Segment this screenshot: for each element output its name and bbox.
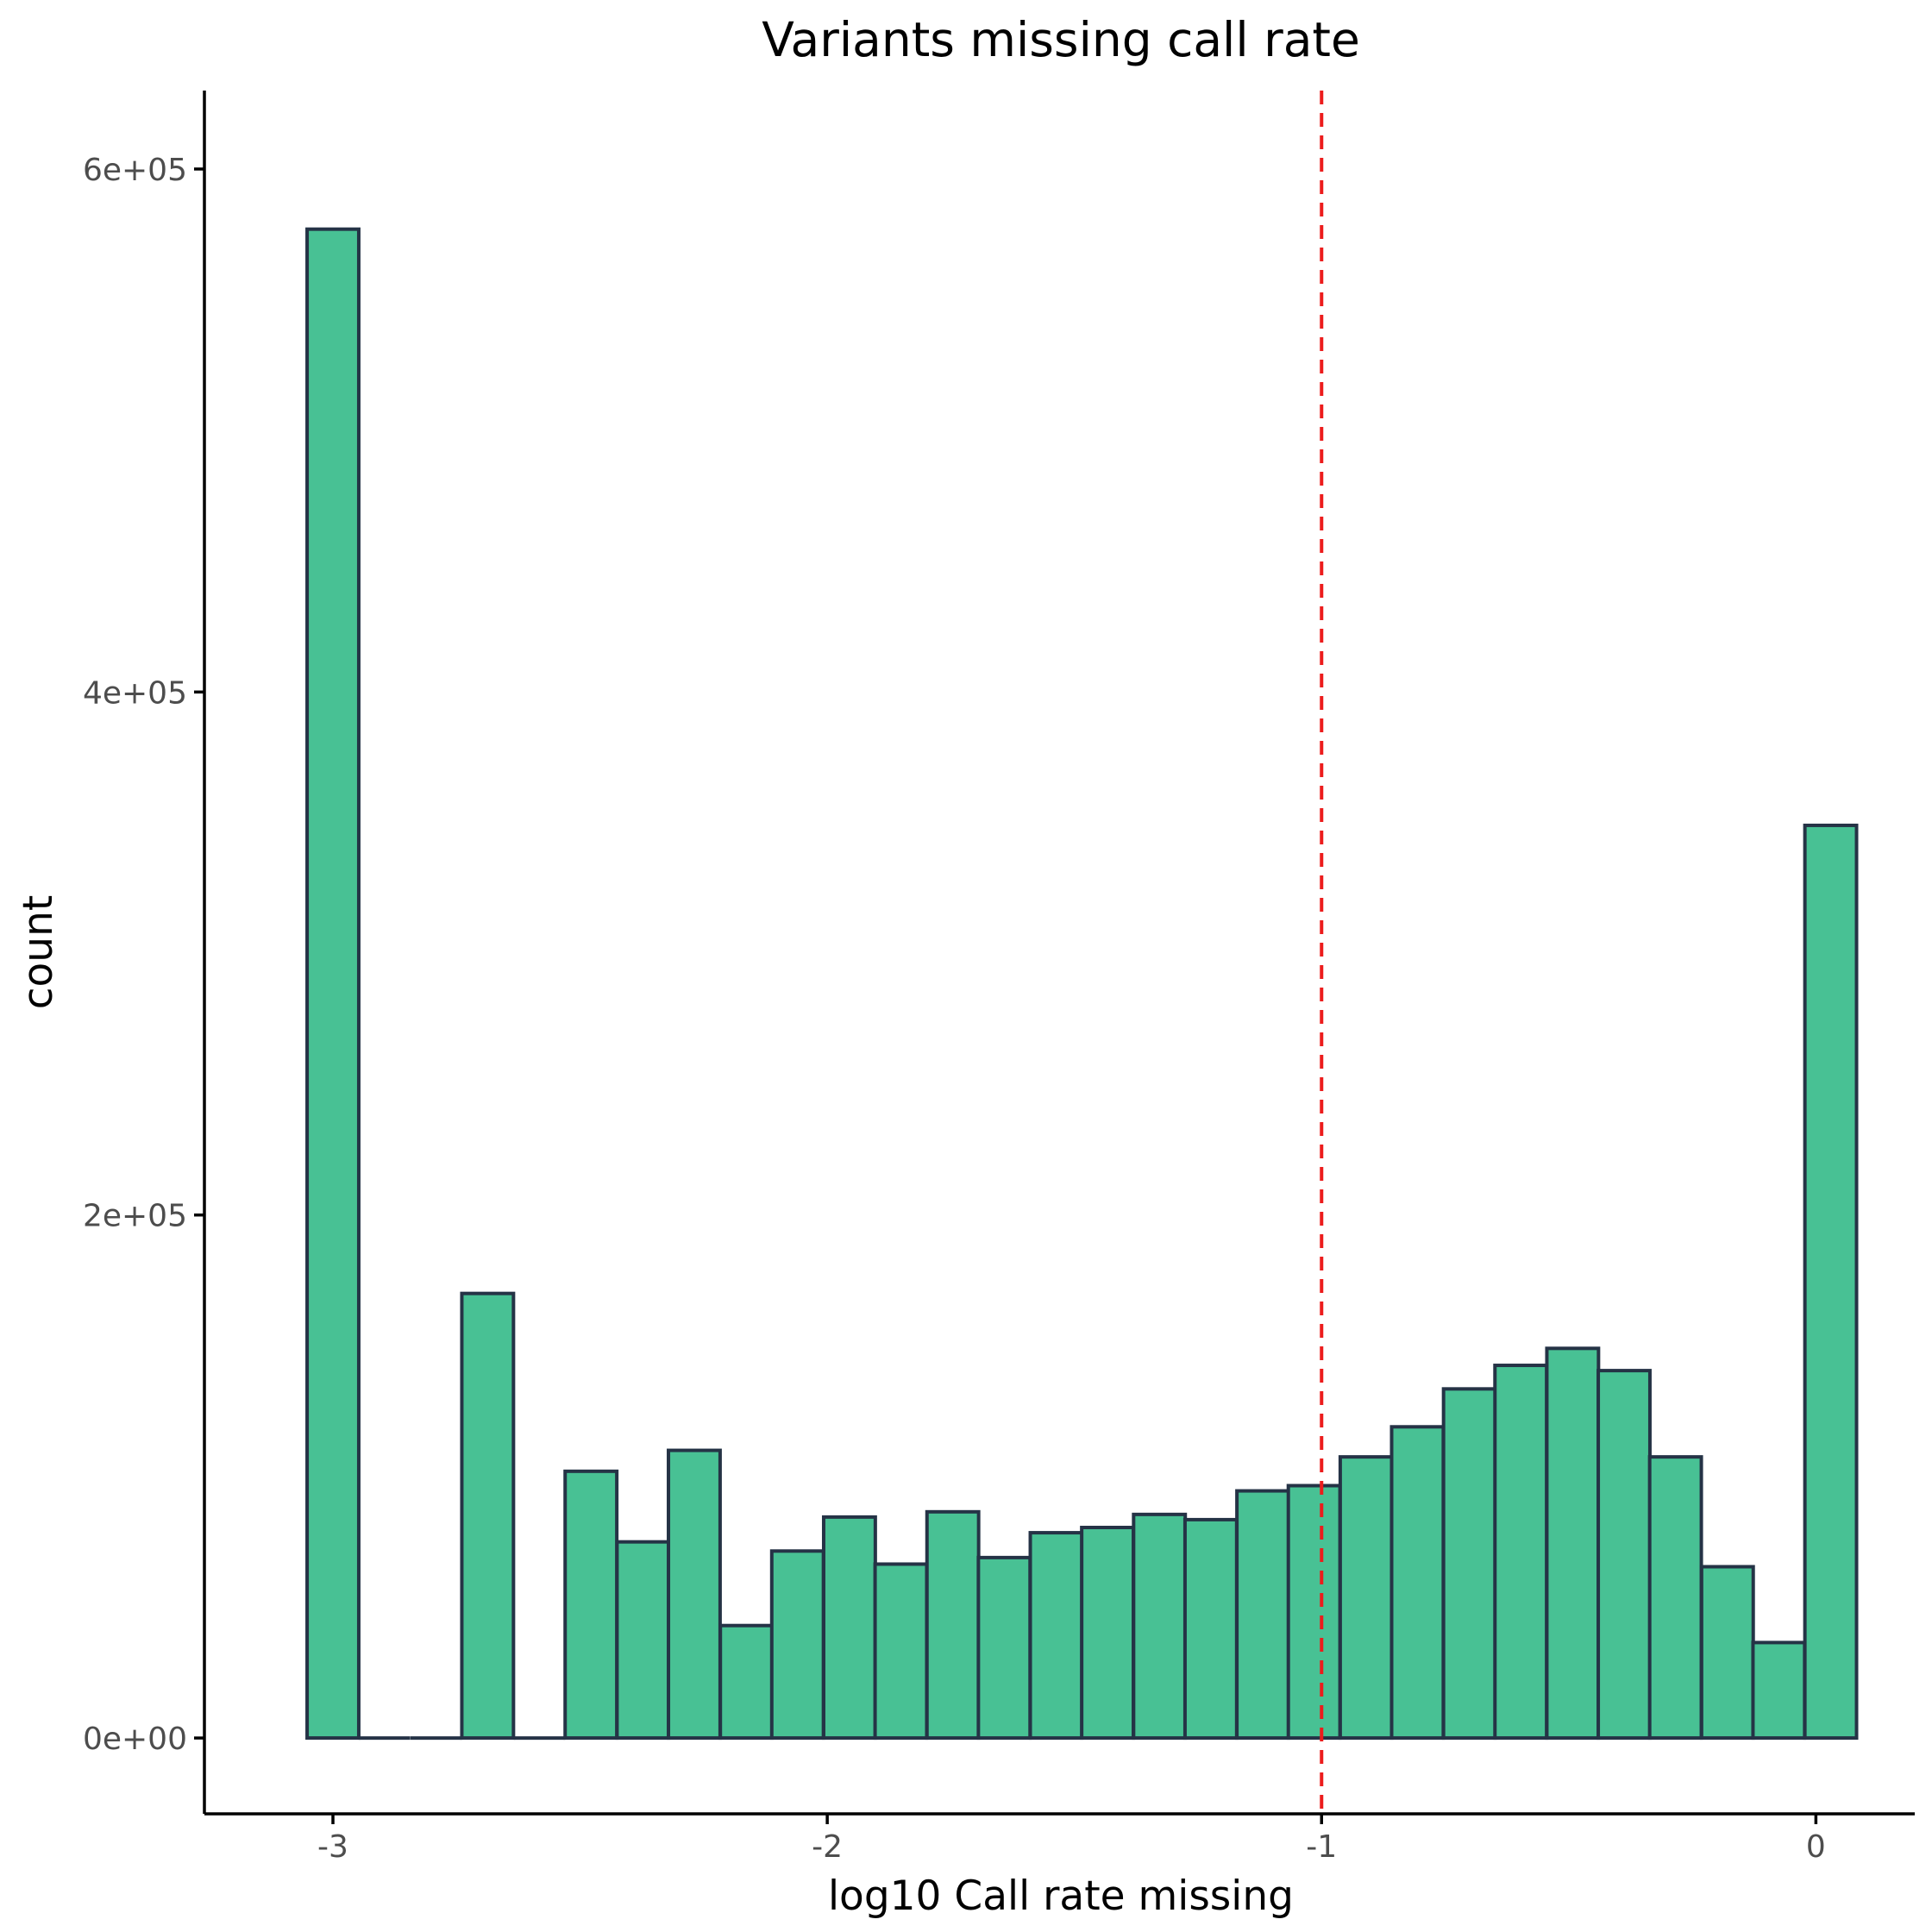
histogram-bar (1338, 1455, 1394, 1741)
histogram-bar (1545, 1346, 1601, 1741)
histogram-bar (1441, 1387, 1497, 1741)
x-tick-label: 0 (1806, 1829, 1826, 1865)
bars-group (305, 227, 1859, 1741)
histogram-bar (1080, 1526, 1136, 1741)
histogram-bar (460, 1291, 516, 1741)
histogram-bar (615, 1540, 671, 1741)
histogram-bar (821, 1515, 877, 1741)
histogram-bar (1235, 1489, 1290, 1741)
y-tick-label: 0e+00 (83, 1722, 187, 1757)
histogram-bar (976, 1555, 1032, 1741)
histogram-bar (667, 1448, 722, 1741)
histogram-bar (1286, 1484, 1342, 1741)
histogram-bar (1182, 1517, 1239, 1741)
histogram-bar (563, 1469, 619, 1741)
histogram-bar (1028, 1531, 1084, 1741)
histogram-bar (1803, 823, 1859, 1741)
histogram-bar (1132, 1512, 1188, 1741)
histogram-bar (305, 227, 361, 1741)
y-tick-label: 6e+05 (83, 153, 187, 188)
histogram-bar (1699, 1565, 1755, 1741)
y-tick-label: 4e+05 (83, 675, 187, 711)
x-tick-label: -1 (1306, 1829, 1337, 1865)
histogram-bar (1389, 1425, 1446, 1741)
x-tick-label: -3 (317, 1829, 348, 1865)
axes-group: 0e+00 2e+05 4e+05 6e+05 -3 -2 -1 0 (83, 91, 1915, 1865)
histogram-bar (769, 1549, 825, 1741)
chart-title: Variants missing call rate (762, 12, 1360, 67)
histogram-bar (1493, 1364, 1549, 1741)
histogram-bar (1751, 1640, 1807, 1741)
y-tick-label: 2e+05 (83, 1199, 187, 1234)
histogram-bar (1647, 1455, 1703, 1741)
histogram-bar (925, 1509, 981, 1741)
x-axis-label: log10 Call rate missing (828, 1872, 1294, 1920)
histogram-bar (873, 1562, 929, 1741)
x-tick-label: -2 (812, 1829, 843, 1865)
histogram-bar (718, 1623, 775, 1741)
y-axis-label: count (15, 895, 62, 1010)
histogram-bar (1596, 1369, 1652, 1741)
